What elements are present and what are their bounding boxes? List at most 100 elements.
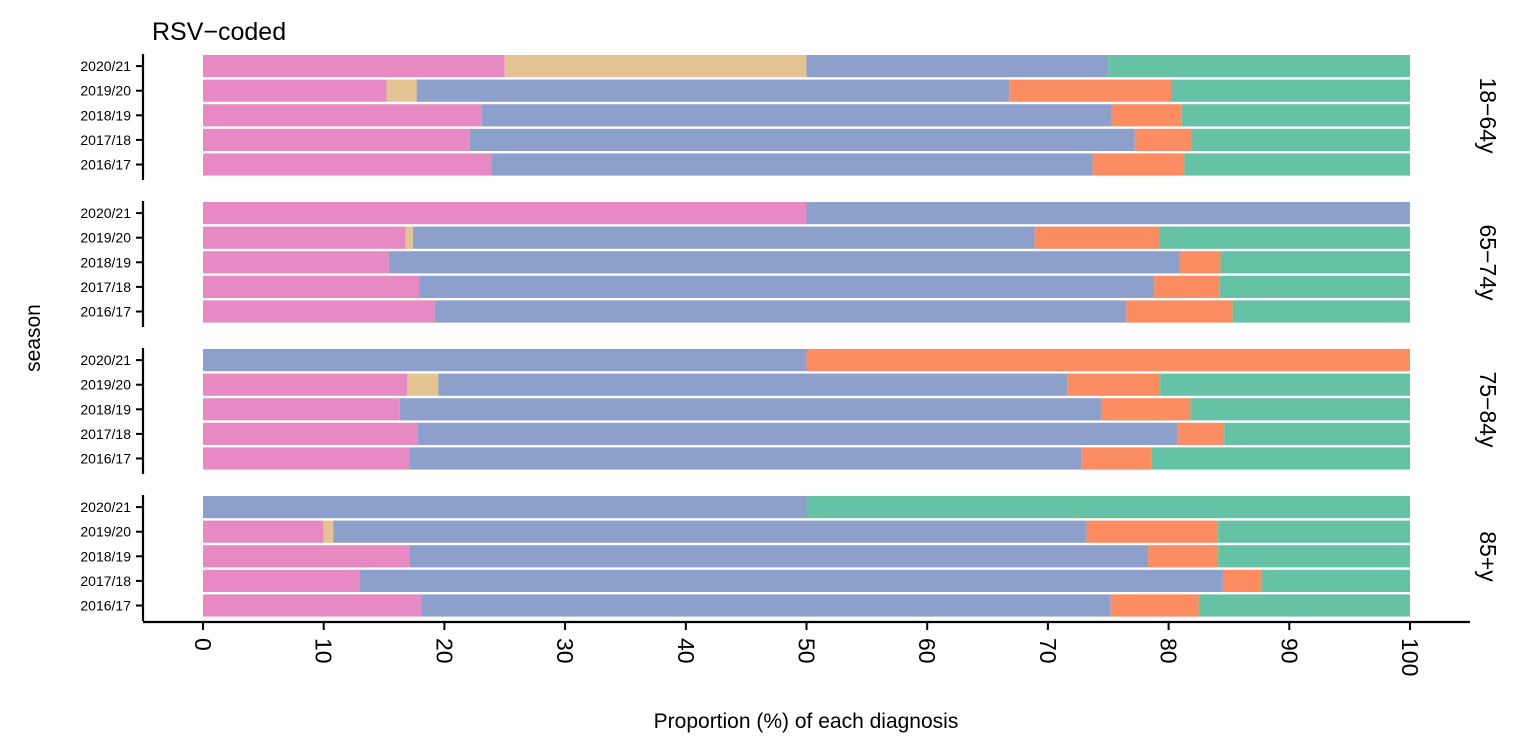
panel-3: 2020/21 2019/20 2018/19 2017/18 2016/17 85+y xyxy=(80,495,1501,621)
bar-segment xyxy=(1171,80,1410,102)
bar-segment xyxy=(324,521,334,543)
y-axis-title: season xyxy=(22,304,45,372)
bar-segment xyxy=(1152,447,1410,469)
y-tick-label: 2017/18 xyxy=(80,132,131,148)
panels-layer: 2020/21 2019/20 2018/19 2017/18 2016/17 18−64… xyxy=(80,54,1501,621)
bar-segment xyxy=(203,55,505,77)
bar-segment xyxy=(1262,570,1410,592)
y-tick-label: 2017/18 xyxy=(80,426,131,442)
y-tick-label: 2019/20 xyxy=(80,230,131,246)
bar-segment xyxy=(1112,104,1182,126)
y-tick-label: 2016/17 xyxy=(80,304,131,320)
x-tick-label: 10 xyxy=(311,638,337,664)
bar-segment xyxy=(409,545,1148,567)
bar-segment xyxy=(203,300,435,322)
bar-segment xyxy=(1224,423,1410,445)
bar-segment xyxy=(203,153,491,175)
y-tick-label: 2017/18 xyxy=(80,279,131,295)
bar-segment xyxy=(1126,300,1232,322)
bar-segment xyxy=(435,300,1127,322)
facet-strip-label: 85+y xyxy=(1475,531,1501,582)
y-tick-label: 2019/20 xyxy=(80,377,131,393)
bar-segment xyxy=(1159,227,1410,249)
x-tick-label: 100 xyxy=(1397,638,1423,676)
bar-segment xyxy=(389,251,1180,273)
bar-segment xyxy=(203,202,807,224)
panel-1: 2020/21 2019/20 2018/19 2017/18 2016/17 65−74… xyxy=(80,201,1501,327)
chart-title: RSV−coded xyxy=(152,18,286,46)
bar-segment xyxy=(1082,447,1152,469)
x-tick-label: 60 xyxy=(914,638,940,664)
x-tick-label: 70 xyxy=(1035,638,1061,664)
facet-strip-label: 18−64y xyxy=(1475,77,1501,154)
bar-segment xyxy=(1199,594,1410,616)
bar-segment xyxy=(1233,300,1410,322)
x-axis-title: Proportion (%) of each diagnosis xyxy=(654,710,959,733)
bar-segment xyxy=(407,374,438,396)
x-tick-label: 50 xyxy=(794,638,820,664)
bar-segment xyxy=(1182,104,1410,126)
bar-segment xyxy=(470,129,1135,151)
bar-segment xyxy=(807,349,1411,371)
y-tick-label: 2017/18 xyxy=(80,573,131,589)
bar-segment xyxy=(1223,570,1262,592)
y-tick-label: 2019/20 xyxy=(80,83,131,99)
x-tick-label: 30 xyxy=(552,638,578,664)
bar-segment xyxy=(505,55,807,77)
bar-segment xyxy=(386,80,416,102)
bar-segment xyxy=(419,276,1154,298)
bar-segment xyxy=(1148,545,1218,567)
bar-segment xyxy=(1101,398,1190,420)
x-tick-label: 20 xyxy=(431,638,457,664)
bar-segment xyxy=(807,55,1109,77)
panel-0: 2020/21 2019/20 2018/19 2017/18 2016/17 18−64… xyxy=(80,54,1501,180)
bar-segment xyxy=(418,423,1177,445)
bar-segment xyxy=(1177,423,1224,445)
bar-segment xyxy=(413,227,1035,249)
panel-2: 2020/21 2019/20 2018/19 2017/18 2016/17 75−84… xyxy=(80,348,1501,474)
bar-segment xyxy=(360,570,1223,592)
y-tick-label: 2018/19 xyxy=(80,107,131,123)
bar-segment xyxy=(203,251,389,273)
y-tick-label: 2020/21 xyxy=(80,58,131,74)
bar-segment xyxy=(421,594,1110,616)
bar-segment xyxy=(203,423,418,445)
y-tick-label: 2016/17 xyxy=(80,451,131,467)
bar-segment xyxy=(203,594,421,616)
bar-segment xyxy=(203,521,324,543)
bar-segment xyxy=(482,104,1112,126)
y-tick-label: 2020/21 xyxy=(80,352,131,368)
x-tick-label: 40 xyxy=(673,638,699,664)
bar-segment xyxy=(203,398,400,420)
bar-segment xyxy=(1093,153,1185,175)
y-tick-label: 2018/19 xyxy=(80,401,131,417)
y-tick-label: 2019/20 xyxy=(80,524,131,540)
bar-segment xyxy=(1067,374,1160,396)
bar-segment xyxy=(807,202,1411,224)
x-tick-label: 0 xyxy=(190,638,216,651)
bar-segment xyxy=(203,496,807,518)
bar-segment xyxy=(1108,55,1410,77)
bar-segment xyxy=(203,570,360,592)
bar-segment xyxy=(333,521,1086,543)
bar-segment xyxy=(438,374,1067,396)
facet-strip-label: 65−74y xyxy=(1475,224,1501,301)
y-tick-label: 2020/21 xyxy=(80,499,131,515)
facet-strip-label: 75−84y xyxy=(1475,371,1501,448)
bar-segment xyxy=(1192,129,1410,151)
bar-segment xyxy=(1219,276,1410,298)
bar-segment xyxy=(1160,374,1410,396)
bar-segment xyxy=(203,447,409,469)
y-tick-label: 2016/17 xyxy=(80,598,131,614)
bar-segment xyxy=(1087,521,1219,543)
bar-segment xyxy=(1111,594,1199,616)
bar-segment xyxy=(1179,251,1220,273)
bar-segment xyxy=(203,276,419,298)
y-tick-label: 2016/17 xyxy=(80,157,131,173)
bar-segment xyxy=(807,496,1411,518)
bar-segment xyxy=(1154,276,1219,298)
bar-segment xyxy=(1218,545,1410,567)
y-tick-label: 2018/19 xyxy=(80,254,131,270)
